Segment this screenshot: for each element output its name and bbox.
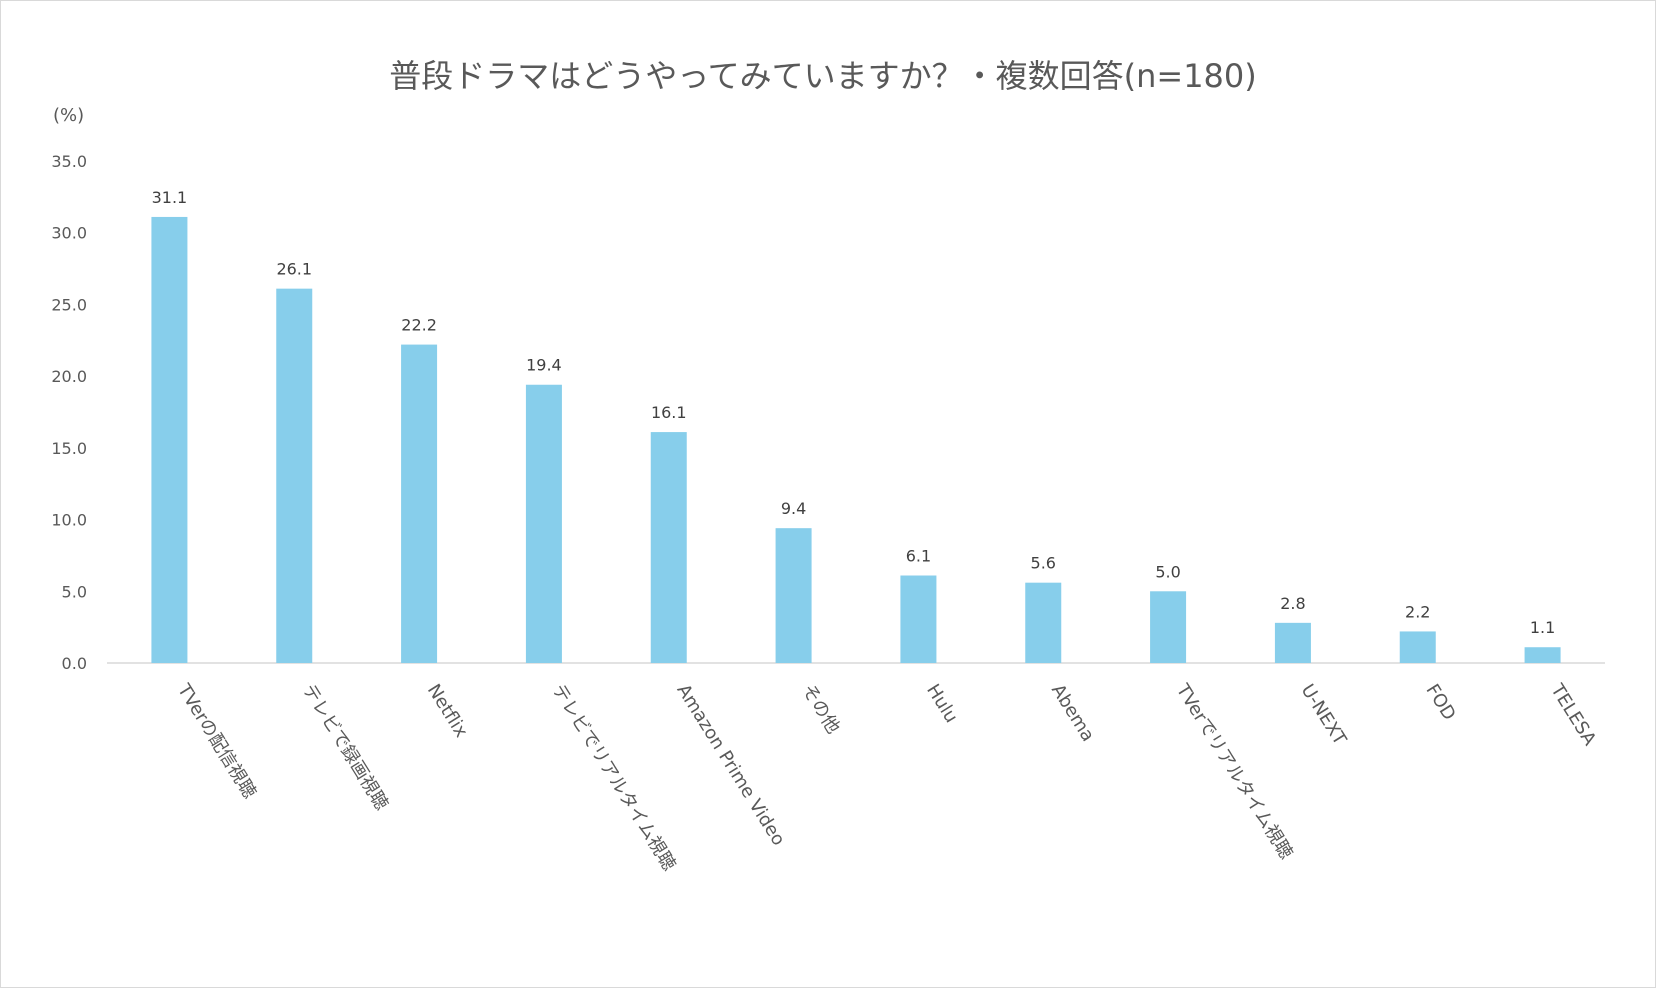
bar: [401, 344, 438, 663]
data-label: 5.6: [1031, 554, 1056, 573]
x-tick-label: U-NEXT: [1297, 681, 1351, 750]
y-tick-label: 25.0: [51, 295, 87, 314]
bars-group: [151, 216, 1561, 664]
x-axis-labels: TVerの配信視聴 テレビで録画視聴 Netflix テレビでリアルタイム視聴Amaz…: [173, 680, 1601, 875]
bar: [525, 384, 562, 663]
data-label: 6.1: [906, 547, 931, 566]
x-tick-label: テレビで録画視聴: [298, 681, 392, 814]
bar: [650, 432, 687, 663]
x-tick-label: TVerの配信視聴: [173, 680, 260, 803]
chart-title: 普段ドラマはどうやってみていますか？・複数回答(n=180): [389, 57, 1257, 95]
y-tick-label: 15.0: [51, 439, 87, 458]
x-tick-label: Abema: [1047, 681, 1098, 746]
y-unit-label: (%): [53, 105, 84, 126]
x-tick-label: TELESA: [1546, 680, 1601, 750]
bar: [1025, 582, 1062, 663]
x-tick-label: テレビでリアルタイム視聴: [548, 681, 680, 875]
y-tick-label: 30.0: [51, 224, 87, 243]
data-label: 2.8: [1280, 594, 1305, 613]
y-tick-label: 5.0: [62, 582, 87, 601]
bar: [775, 528, 812, 663]
x-tick-label: TVerでリアルタイム視聴: [1171, 680, 1296, 863]
data-label: 22.2: [401, 316, 437, 335]
y-tick-label: 20.0: [51, 367, 87, 386]
data-labels-group: 31.1 26.1 22.2 19.4 16.1 9.4 6.1 5.6 5.0 2.8 2.2 1.…: [152, 188, 1556, 637]
x-tick-label: Amazon Prime Video: [673, 681, 789, 850]
x-tick-label: Netflix: [423, 681, 472, 742]
y-tick-label: 35.0: [51, 152, 87, 171]
x-tick-label: その他: [797, 681, 843, 738]
bar: [1524, 647, 1561, 663]
data-label: 9.4: [781, 499, 806, 518]
x-tick-label: Hulu: [922, 681, 962, 727]
bar: [151, 216, 188, 664]
bar: [276, 288, 313, 663]
data-label: 26.1: [276, 260, 312, 279]
bar: [900, 575, 937, 663]
bar: [1150, 591, 1187, 663]
y-axis-ticks: 0.0 5.0 10.0 15.0 20.0 25.0 30.0 35.0: [51, 152, 87, 673]
y-tick-label: 10.0: [51, 511, 87, 530]
y-tick-label: 0.0: [62, 654, 87, 673]
data-label: 16.1: [651, 403, 687, 422]
data-label: 5.0: [1155, 562, 1180, 581]
bar: [1274, 622, 1311, 663]
data-label: 1.1: [1530, 618, 1555, 637]
data-label: 2.2: [1405, 602, 1430, 621]
bar: [1399, 631, 1436, 663]
data-label: 19.4: [526, 356, 562, 375]
x-tick-label: FOD: [1422, 681, 1460, 725]
data-label: 31.1: [152, 188, 188, 207]
